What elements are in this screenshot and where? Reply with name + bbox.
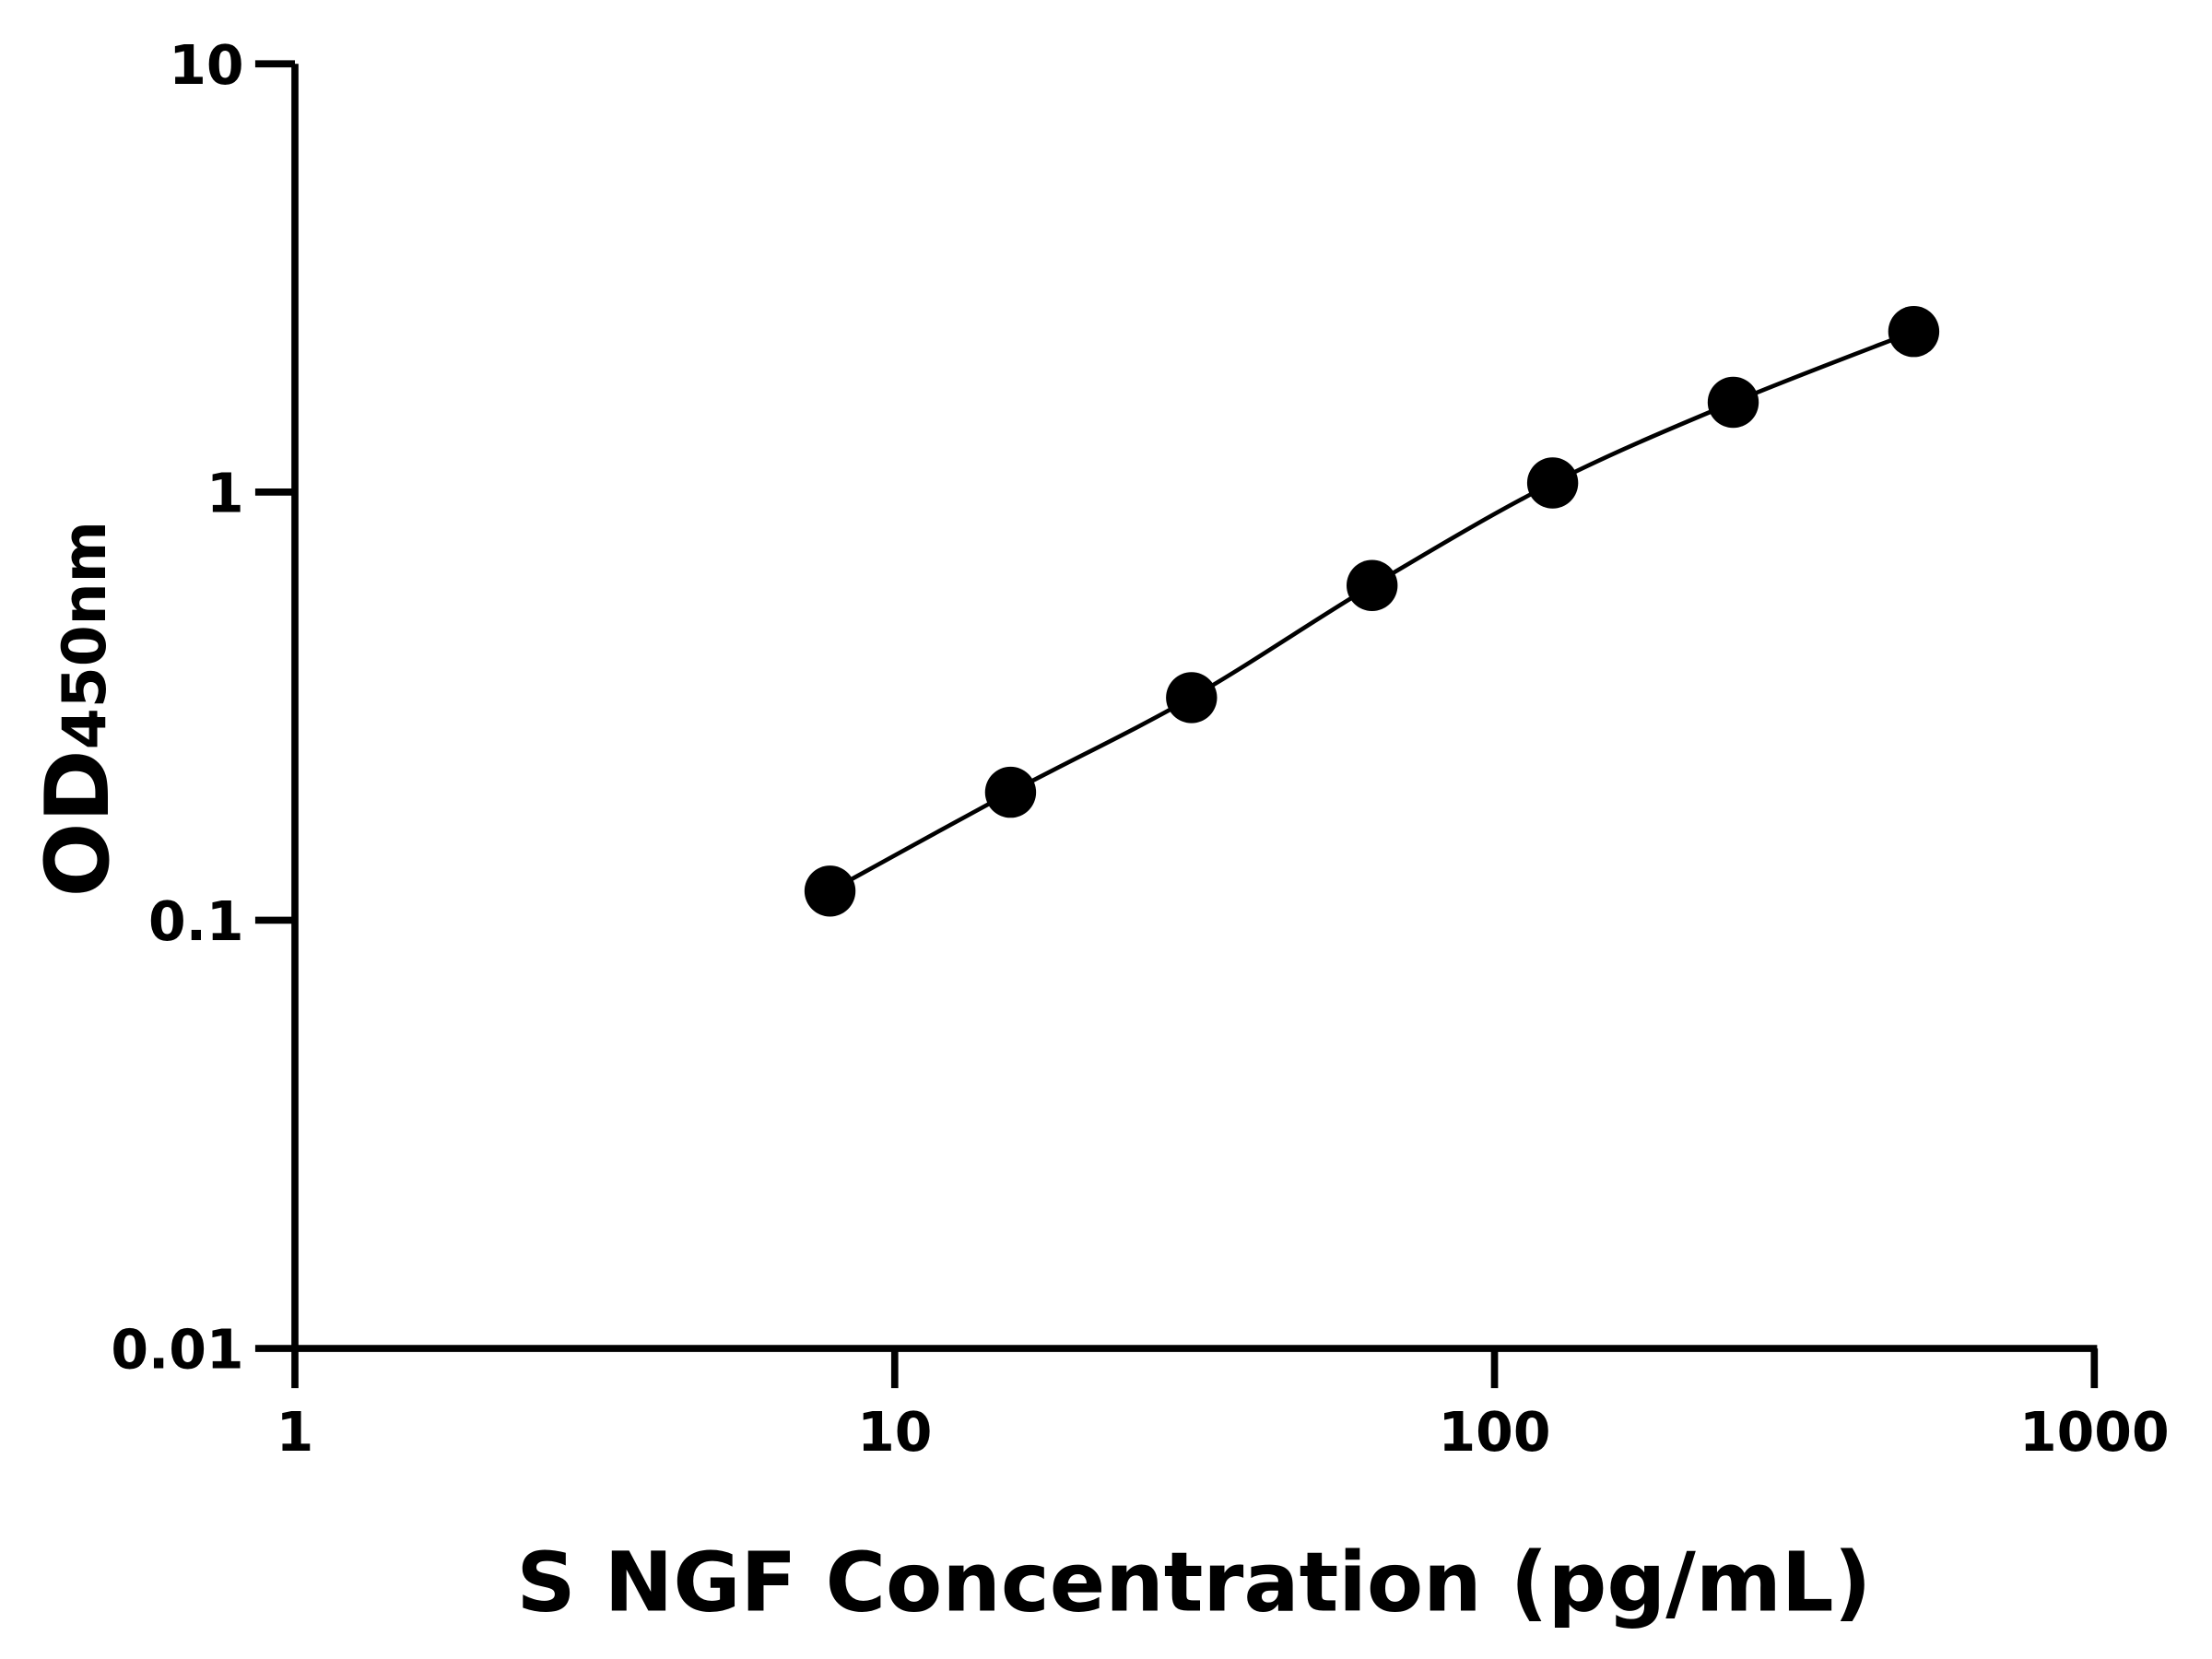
ticks: 1 10 100 1000 0.01 0.1 1 10 bbox=[111, 34, 2169, 1464]
data-point bbox=[1526, 457, 1579, 509]
x-tick-label: 100 bbox=[1439, 1401, 1551, 1464]
y-axis-label-subscript: 450nm bbox=[51, 521, 120, 749]
data-point bbox=[1347, 559, 1398, 611]
axes bbox=[291, 64, 2098, 1352]
y-tick-label: 10 bbox=[169, 34, 243, 97]
data-points bbox=[804, 306, 1940, 917]
data-point bbox=[1707, 376, 1759, 429]
y-tick-label: 1 bbox=[206, 462, 244, 524]
y-tick-label: 0.01 bbox=[111, 1319, 243, 1382]
data-point bbox=[1166, 672, 1218, 724]
x-tick-label: 1000 bbox=[2019, 1401, 2170, 1464]
data-point bbox=[984, 766, 1037, 818]
y-axis-label: OD450nm bbox=[27, 521, 129, 897]
x-tick-label: 1 bbox=[276, 1401, 314, 1464]
data-point bbox=[804, 865, 856, 917]
y-tick-label: 0.1 bbox=[148, 890, 244, 953]
data-point bbox=[1888, 306, 1940, 358]
y-axis-label-main: OD bbox=[27, 749, 129, 897]
x-tick-label: 10 bbox=[857, 1401, 932, 1464]
x-axis-label: S NGF Concentration (pg/mL) bbox=[516, 1535, 1871, 1631]
